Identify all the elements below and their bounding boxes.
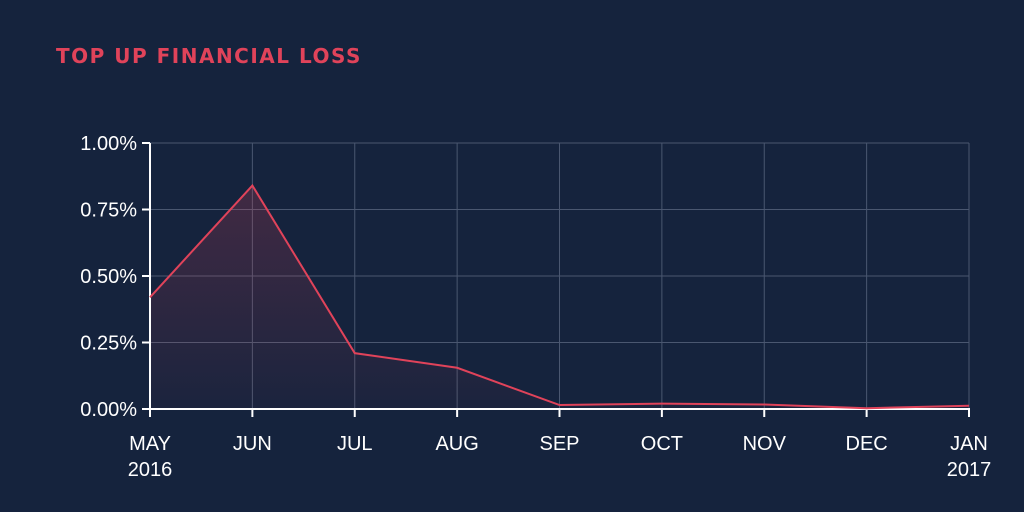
x-tick-year: 2016 xyxy=(128,459,173,481)
x-tick-month: JUN xyxy=(233,433,272,455)
x-tick-month: JAN xyxy=(950,433,988,455)
axes xyxy=(142,142,970,417)
y-tick-label: 0.00% xyxy=(80,399,137,421)
x-tick-label: DEC xyxy=(846,433,888,455)
y-tick-label: 0.50% xyxy=(80,266,137,288)
x-tick-label: JUL xyxy=(337,433,373,455)
x-tick-label: JAN 2017 xyxy=(947,433,992,481)
x-tick-month: NOV xyxy=(743,433,787,455)
x-tick-month: SEP xyxy=(539,433,579,455)
x-tick-year: 2017 xyxy=(947,459,992,481)
x-tick-label: AUG xyxy=(435,433,478,455)
y-tick-label: 1.00% xyxy=(80,133,137,155)
x-tick-label: JUN xyxy=(233,433,272,455)
x-tick-label: MAY 2016 xyxy=(128,433,173,481)
x-tick-label: SEP xyxy=(539,433,579,455)
x-tick-month: JUL xyxy=(337,433,373,455)
x-tick-month: MAY xyxy=(129,433,171,455)
x-tick-month: OCT xyxy=(641,433,683,455)
chart-title: TOP UP FINANCIAL LOSS xyxy=(56,44,362,68)
tick-labels: 0.00% 0.25% 0.50% 0.75% 1.00% MAY 2016 JUN JUL AU… xyxy=(80,133,991,481)
x-tick-month: AUG xyxy=(435,433,478,455)
x-tick-label: NOV xyxy=(743,433,787,455)
y-tick-label: 0.75% xyxy=(80,200,137,222)
x-tick-month: DEC xyxy=(846,433,888,455)
series-line-layer xyxy=(149,183,970,410)
x-tick-label: OCT xyxy=(641,433,683,455)
y-tick-label: 0.25% xyxy=(80,333,137,355)
